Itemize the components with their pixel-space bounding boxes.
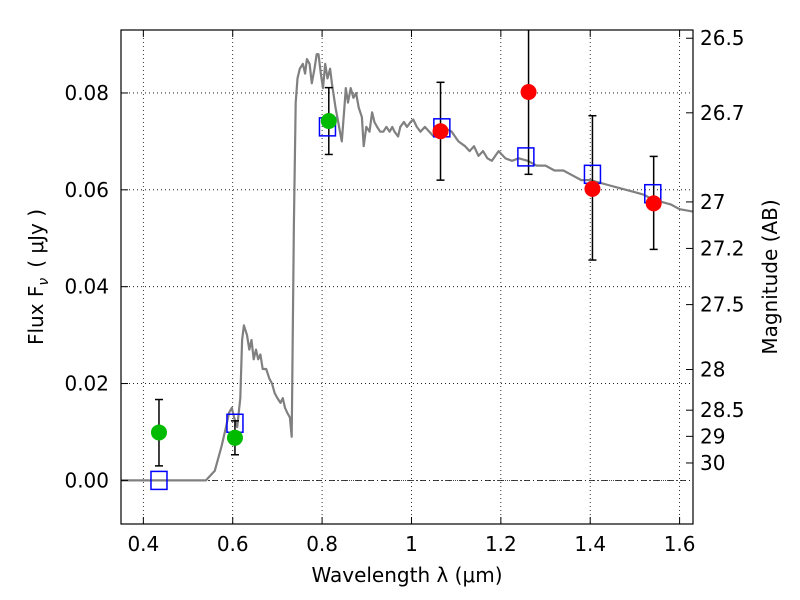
red-point xyxy=(584,180,601,197)
right-tick-label: 28.5 xyxy=(700,398,745,422)
y-tick-label: 0.00 xyxy=(64,468,109,492)
y-axis-label-main: Flux F xyxy=(24,286,48,345)
y-tick-label: 0.06 xyxy=(64,178,109,202)
y-axis-label-unit: ( μJy ) xyxy=(24,209,48,268)
x-tick-label: 1.2 xyxy=(485,532,517,556)
x-tick-label: 0.8 xyxy=(306,532,338,556)
data-layer xyxy=(121,30,693,491)
x-tick-label: 0.4 xyxy=(127,532,159,556)
x-tick-label: 1.6 xyxy=(664,532,696,556)
x-tick-label: 1.4 xyxy=(574,532,606,556)
right-tick-label: 26.5 xyxy=(700,26,745,50)
green-point xyxy=(320,113,337,130)
right-tick-label: 29 xyxy=(700,424,725,448)
x-tick-label: 0.6 xyxy=(217,532,249,556)
plot-frame xyxy=(120,29,694,525)
plot-background xyxy=(121,30,693,524)
model-point xyxy=(150,470,168,491)
model-point xyxy=(517,147,535,167)
right-tick-label: 27.5 xyxy=(700,293,745,317)
tick-labels: 0.4 0.6 0.8 1 1.2 1.4 1.6 0.00 0.02 0.04 0.06 0.08 2… xyxy=(64,26,744,556)
red-point xyxy=(645,195,662,212)
x-axis-label: Wavelength λ (μm) xyxy=(311,563,502,587)
y-tick-label: 0.08 xyxy=(64,81,109,105)
x-tick-label: 1 xyxy=(405,532,418,556)
red-point xyxy=(520,83,537,100)
red-point xyxy=(432,123,449,140)
ticks xyxy=(121,30,693,524)
y-tick-label: 0.02 xyxy=(64,372,109,396)
green-point xyxy=(226,429,243,446)
right-tick-label: 27.2 xyxy=(700,236,745,260)
y-axis-label: Flux Fν ( μJy ) xyxy=(24,209,52,345)
right-tick-label: 28 xyxy=(700,358,725,382)
right-axis-label: Magnitude (AB) xyxy=(758,199,782,354)
green-point xyxy=(150,424,167,441)
y-tick-label: 0.04 xyxy=(64,275,109,299)
right-tick-label: 26.7 xyxy=(700,101,745,125)
right-tick-label: 27 xyxy=(700,190,725,214)
right-tick-label: 30 xyxy=(700,451,725,475)
y-axis-label-subscript: ν xyxy=(36,278,52,286)
